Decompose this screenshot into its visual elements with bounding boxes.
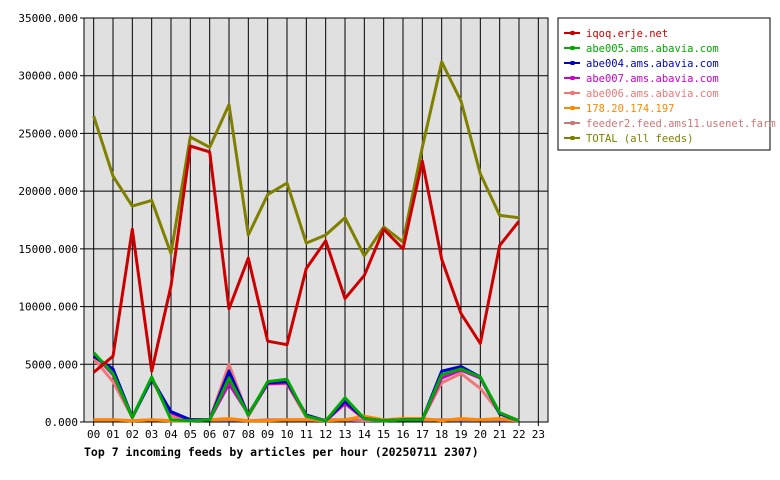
y-tick-label: 20000.000 bbox=[18, 185, 78, 198]
x-tick-label: 23 bbox=[532, 428, 545, 441]
plot-frame bbox=[83, 17, 549, 423]
y-axis: 0.000 5000.000 10000.000 15000.000 20000.000… bbox=[18, 12, 84, 429]
x-tick-label: 02 bbox=[126, 428, 139, 441]
legend-label: abe006.ams.abavia.com bbox=[586, 88, 719, 100]
series-line-5 bbox=[93, 414, 520, 423]
legend-label: 178.20.174.197 bbox=[586, 103, 675, 115]
legend-items: iqoq.erje.net abe005.ams.abavia.com abe004… bbox=[564, 28, 776, 145]
x-tick-label: 20 bbox=[474, 428, 487, 441]
legend-label: abe005.ams.abavia.com bbox=[586, 43, 719, 55]
legend-marker bbox=[570, 61, 575, 65]
series-line-0 bbox=[92, 144, 521, 374]
x-tick-label: 06 bbox=[203, 428, 216, 441]
y-tick-label: 30000.000 bbox=[18, 70, 78, 83]
plot-background bbox=[84, 18, 548, 422]
x-tick-label: 01 bbox=[106, 428, 119, 441]
x-tick-label: 22 bbox=[512, 428, 525, 441]
y-tick-label: 15000.000 bbox=[18, 243, 78, 256]
legend-label: TOTAL (all feeds) bbox=[586, 133, 693, 145]
x-tick-label: 05 bbox=[184, 428, 197, 441]
x-tick-label: 08 bbox=[242, 428, 255, 441]
x-tick-label: 07 bbox=[222, 428, 235, 441]
x-axis: 00 01 02 03 04 05 06 07 08 09 10 11 12 13 14 15 16 17 18 19… bbox=[87, 422, 545, 441]
legend: iqoq.erje.net abe005.ams.abavia.com abe004… bbox=[557, 17, 776, 151]
x-tick-label: 19 bbox=[454, 428, 467, 441]
series-line-1 bbox=[92, 351, 520, 423]
x-tick-label: 13 bbox=[338, 428, 351, 441]
legend-marker bbox=[570, 91, 575, 95]
y-tick-label: 10000.000 bbox=[18, 301, 78, 314]
x-tick-label: 00 bbox=[87, 428, 100, 441]
x-tick-label: 11 bbox=[300, 428, 313, 441]
x-axis-title: Top 7 incoming feeds by articles per hou… bbox=[84, 445, 479, 459]
legend-marker bbox=[570, 76, 575, 80]
x-tick-label: 10 bbox=[280, 428, 293, 441]
legend-label: iqoq.erje.net bbox=[586, 28, 668, 40]
legend-label: abe007.ams.abavia.com bbox=[586, 73, 719, 85]
legend-label: abe004.ams.abavia.com bbox=[586, 58, 719, 70]
x-tick-label: 03 bbox=[145, 428, 158, 441]
legend-label: feeder2.feed.ams11.usenet.farm bbox=[586, 118, 776, 130]
x-tick-label: 21 bbox=[493, 428, 506, 441]
legend-marker bbox=[570, 136, 575, 140]
x-tick-label: 12 bbox=[319, 428, 332, 441]
legend-marker bbox=[570, 121, 575, 125]
series-lines bbox=[92, 60, 521, 423]
series-line-7 bbox=[92, 60, 520, 258]
y-tick-label: 25000.000 bbox=[18, 127, 78, 140]
x-tick-label: 16 bbox=[396, 428, 409, 441]
x-tick-label: 18 bbox=[435, 428, 448, 441]
x-tick-label: 09 bbox=[261, 428, 274, 441]
legend-marker bbox=[570, 106, 575, 110]
x-tick-label: 14 bbox=[358, 428, 372, 441]
y-tick-label: 5000.000 bbox=[25, 358, 78, 371]
y-tick-label: 35000.000 bbox=[18, 12, 78, 25]
x-tick-label: 15 bbox=[377, 428, 390, 441]
y-tick-label: 0.000 bbox=[45, 416, 78, 429]
x-tick-label: 17 bbox=[416, 428, 429, 441]
legend-marker bbox=[570, 31, 575, 35]
legend-marker bbox=[570, 46, 575, 50]
x-tick-label: 04 bbox=[164, 428, 178, 441]
legend-box bbox=[557, 17, 771, 151]
